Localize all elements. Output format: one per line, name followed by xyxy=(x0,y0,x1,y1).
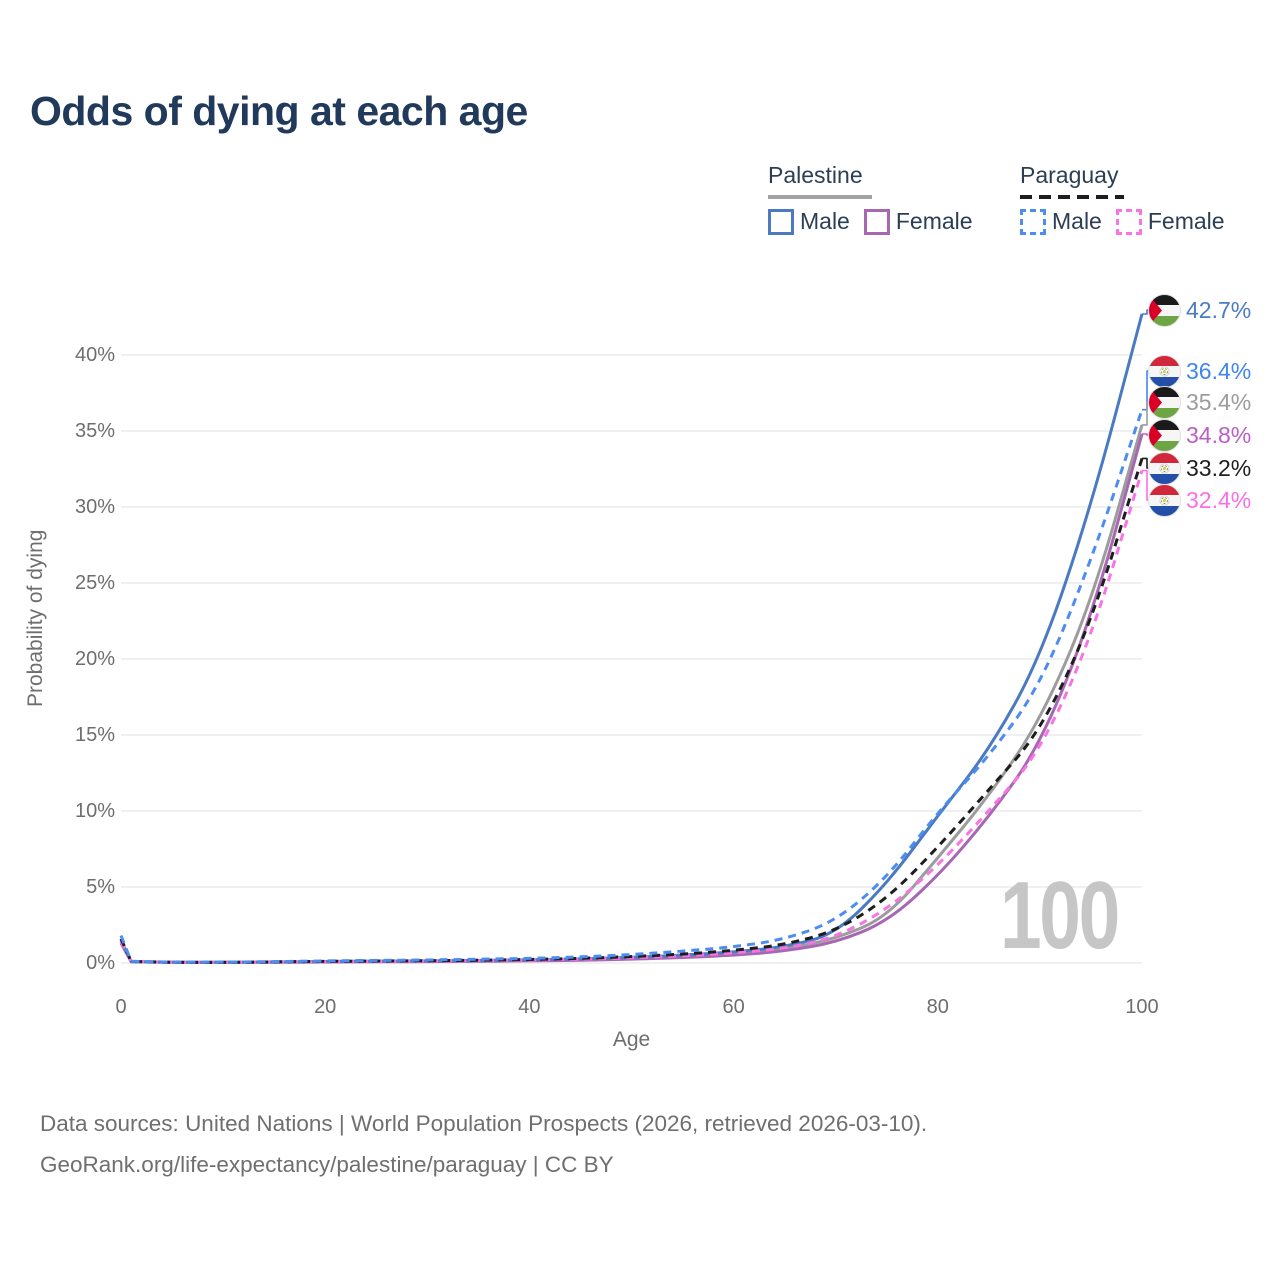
callout-value: 34.8% xyxy=(1186,421,1252,448)
paraguay-flag-icon xyxy=(1148,354,1181,388)
series-curve-paraguay-female xyxy=(119,470,1144,964)
palestine-female-color-swatch xyxy=(863,208,890,235)
legend-item-palestine-male[interactable]: Male xyxy=(768,208,850,235)
series-curve-palestine-both xyxy=(119,424,1144,964)
y-tick-label: 30% xyxy=(74,496,115,518)
callout-value: 33.2% xyxy=(1186,454,1252,481)
attribution-text: GeoRank.org/life-expectancy/palestine/pa… xyxy=(40,1151,614,1177)
x-tick-label: 60 xyxy=(722,996,745,1018)
legend-group-palestine: Palestine Male Female xyxy=(768,162,973,235)
callout-value: 36.4% xyxy=(1186,357,1252,384)
y-tick-label: 20% xyxy=(74,648,115,670)
page-title: Odds of dying at each age xyxy=(30,88,528,134)
legend-item-label: Female xyxy=(895,208,973,234)
value-callout-paraguay-male: 36.4% xyxy=(1148,354,1251,388)
x-tick-label: 20 xyxy=(314,996,337,1018)
paraguay-flag-icon xyxy=(1148,451,1181,485)
series-curve-paraguay-both xyxy=(119,457,1144,964)
palestine-flag-icon xyxy=(1148,385,1181,419)
x-tick-label: 80 xyxy=(926,996,949,1018)
series-curve-paraguay-male xyxy=(119,409,1144,964)
legend-item-paraguay-female[interactable]: Female xyxy=(1115,208,1225,235)
x-tick-label: 40 xyxy=(518,996,541,1018)
legend-group-palestine-title: Palestine xyxy=(768,162,863,188)
x-tick-label: 100 xyxy=(1125,996,1159,1018)
legend-item-paraguay-male[interactable]: Male xyxy=(1020,208,1102,235)
paraguay-male-color-swatch xyxy=(1020,208,1046,235)
palestine-male-color-swatch xyxy=(768,208,794,235)
callout-value: 32.4% xyxy=(1186,486,1252,513)
x-axis-title: Age xyxy=(612,1028,651,1051)
callout-value: 42.7% xyxy=(1186,296,1252,323)
callout-value: 35.4% xyxy=(1186,388,1252,415)
value-callout-palestine-male: 42.7% xyxy=(1148,293,1251,327)
footer: Data sources: United Nations | World Pop… xyxy=(40,1104,927,1185)
series-curve-palestine-male xyxy=(119,313,1144,964)
y-tick-label: 25% xyxy=(74,572,115,594)
legend-item-label: Male xyxy=(1052,208,1102,234)
palestine-flag-icon xyxy=(1148,418,1181,452)
y-tick-label: 5% xyxy=(86,876,115,898)
y-tick-label: 15% xyxy=(74,724,115,746)
y-tick-label: 40% xyxy=(74,344,115,366)
y-tick-label: 10% xyxy=(74,800,115,822)
value-callout-paraguay-female: 32.4% xyxy=(1148,483,1251,517)
palestine-line-style-swatch xyxy=(768,195,872,199)
value-callout-palestine-both: 35.4% xyxy=(1148,385,1251,419)
palestine-flag-icon xyxy=(1148,293,1181,327)
hovered-age-watermark: 100 xyxy=(1000,862,1120,969)
legend-group-paraguay-title: Paraguay xyxy=(1020,162,1119,188)
data-sources-text: Data sources: United Nations | World Pop… xyxy=(40,1111,928,1136)
series-curve-palestine-female xyxy=(119,433,1144,965)
legend-item-label: Male xyxy=(800,208,850,234)
legend-item-palestine-female[interactable]: Female xyxy=(863,208,973,235)
x-tick-label: 0 xyxy=(115,996,127,1018)
y-tick-label: 0% xyxy=(86,952,115,974)
legend-group-paraguay: Paraguay Male Female xyxy=(1020,162,1225,235)
value-callout-paraguay-both: 33.2% xyxy=(1148,451,1251,485)
paraguay-female-color-swatch xyxy=(1115,208,1142,235)
y-tick-label: 35% xyxy=(74,420,115,442)
paraguay-flag-icon xyxy=(1148,483,1181,517)
legend-item-label: Female xyxy=(1147,208,1225,234)
paraguay-line-style-swatch xyxy=(1020,195,1124,199)
value-callout-palestine-female: 34.8% xyxy=(1148,418,1251,452)
